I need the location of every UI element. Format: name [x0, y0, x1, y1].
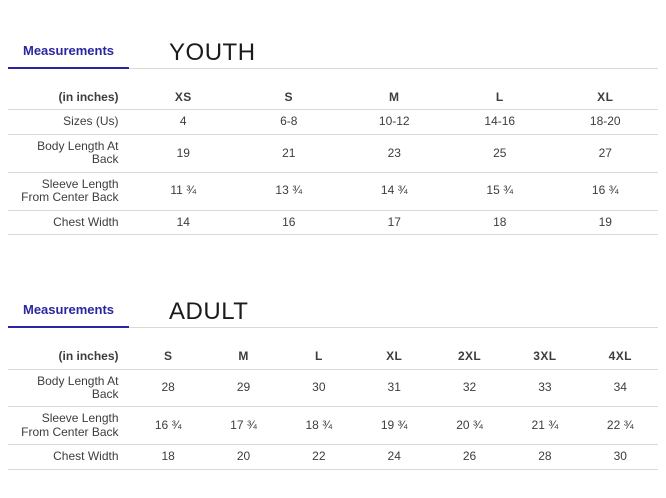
value-cell: 22	[281, 444, 357, 470]
value-cell: 16 ¾	[552, 172, 658, 211]
measurements-tab[interactable]: Measurements	[8, 297, 130, 329]
row-label-cell: Chest Width	[8, 210, 131, 236]
column-header-m: M	[341, 86, 447, 111]
row-label: Body Length At Back	[37, 138, 119, 167]
column-header-l: L	[281, 345, 357, 370]
size-table: (in inches) S M L XL 2XL 3XL 4XL Body Length At…	[8, 345, 658, 470]
column-header-4xl: 4XL	[582, 345, 658, 370]
value-cell: 16	[236, 210, 342, 236]
value-cell: 33	[507, 369, 583, 408]
value-cell: 10-12	[341, 109, 447, 135]
table-row: Sizes (Us) 4 6-8 10-12 14-16 18-20	[8, 109, 658, 135]
row-label-cell: Body Length At Back	[8, 134, 131, 173]
table-row: Chest Width 14 16 17 18 19	[8, 210, 658, 236]
column-header-2xl: 2XL	[431, 345, 508, 370]
table-row: Sleeve Length From Center Back 16 ¾ 17 ¾ 18…	[8, 406, 658, 446]
unit-header-cell: (in inches)	[8, 345, 131, 370]
value-cell: 20	[205, 444, 282, 470]
value-cell: 25	[447, 134, 553, 173]
row-label: Chest Width	[53, 214, 119, 229]
value-cell: 15 ¾	[447, 172, 553, 211]
column-header-xl: XL	[552, 86, 658, 111]
value-cell: 21	[236, 134, 342, 173]
column-header-l: L	[447, 86, 553, 111]
value-cell: 4	[130, 109, 236, 135]
value-cell: 22 ¾	[582, 406, 658, 446]
value-cell: 29	[205, 369, 282, 408]
value-cell: 31	[356, 369, 432, 408]
unit-header-cell: (in inches)	[8, 86, 131, 111]
column-header-s: S	[236, 86, 342, 111]
column-header-xl: XL	[356, 345, 432, 370]
row-label-cell: Chest Width	[8, 444, 131, 470]
value-cell: 19	[130, 134, 236, 173]
value-cell: 20 ¾	[431, 406, 508, 446]
value-cell: 19 ¾	[356, 406, 432, 446]
measurements-section-adult: Measurements ADULT (in inches) S M L XL 2XL 3X…	[8, 297, 658, 470]
tab-bar: Measurements ADULT	[8, 297, 658, 329]
measurements-tab-label: Measurements	[23, 302, 115, 318]
value-cell: 18	[130, 444, 206, 470]
measurements-tab-label: Measurements	[23, 43, 115, 58]
table-row: Sleeve Length From Center Back 11 ¾ 13 ¾ 14…	[8, 172, 658, 211]
row-label: Sleeve Length From Center Back	[21, 411, 119, 439]
measurements-tab[interactable]: Measurements	[8, 38, 130, 69]
value-cell: 28	[507, 444, 583, 470]
value-cell: 27	[552, 134, 658, 173]
value-cell: 18-20	[552, 109, 658, 135]
value-cell: 24	[356, 444, 432, 470]
value-cell: 18 ¾	[281, 406, 357, 446]
size-table-header-row: (in inches) S M L XL 2XL 3XL 4XL	[8, 345, 658, 370]
tab-bar: Measurements YOUTH	[8, 38, 658, 69]
table-row: Chest Width 18 20 22 24 26 28 30	[8, 444, 658, 470]
value-cell: 23	[341, 134, 447, 173]
value-cell: 17 ¾	[205, 406, 282, 446]
value-cell: 11 ¾	[130, 172, 236, 211]
column-header-3xl: 3XL	[507, 345, 583, 370]
value-cell: 6-8	[236, 109, 342, 135]
value-cell: 17	[341, 210, 447, 236]
unit-label: (in inches)	[58, 349, 119, 364]
value-cell: 14	[130, 210, 236, 236]
value-cell: 30	[281, 369, 357, 408]
row-label: Body Length At Back	[37, 373, 119, 401]
section-title: ADULT	[169, 298, 249, 326]
value-cell: 13 ¾	[236, 172, 342, 211]
table-row: Body Length At Back 19 21 23 25 27	[8, 134, 658, 173]
value-cell: 21 ¾	[507, 406, 583, 446]
row-label-cell: Body Length At Back	[8, 369, 131, 408]
row-label-cell: Sleeve Length From Center Back	[8, 406, 131, 446]
measurements-section-youth: Measurements YOUTH (in inches) XS S M L XL Si…	[8, 38, 658, 236]
row-label-cell: Sizes (Us)	[8, 109, 131, 135]
value-cell: 32	[431, 369, 508, 408]
value-cell: 26	[431, 444, 508, 470]
table-row: Body Length At Back 28 29 30 31 32 33 34	[8, 369, 658, 408]
value-cell: 28	[130, 369, 206, 408]
row-label-cell: Sleeve Length From Center Back	[8, 172, 131, 211]
value-cell: 18	[447, 210, 553, 236]
column-header-m: M	[205, 345, 282, 370]
value-cell: 34	[582, 369, 658, 408]
size-table: (in inches) XS S M L XL Sizes (Us) 4 6-8 10-12 14…	[8, 86, 658, 236]
size-chart-sections: Measurements YOUTH (in inches) XS S M L XL Si…	[8, 38, 658, 470]
value-cell: 16 ¾	[130, 406, 206, 446]
column-header-s: S	[130, 345, 206, 370]
value-cell: 30	[582, 444, 658, 470]
value-cell: 19	[552, 210, 658, 236]
column-header-xs: XS	[130, 86, 236, 111]
row-label: Sizes (Us)	[63, 114, 119, 129]
size-table-header-row: (in inches) XS S M L XL	[8, 86, 658, 111]
row-label: Chest Width	[53, 449, 119, 464]
row-label: Sleeve Length From Center Back	[21, 176, 119, 205]
value-cell: 14-16	[447, 109, 553, 135]
value-cell: 14 ¾	[341, 172, 447, 211]
section-title: YOUTH	[169, 39, 256, 66]
unit-label: (in inches)	[58, 90, 119, 104]
